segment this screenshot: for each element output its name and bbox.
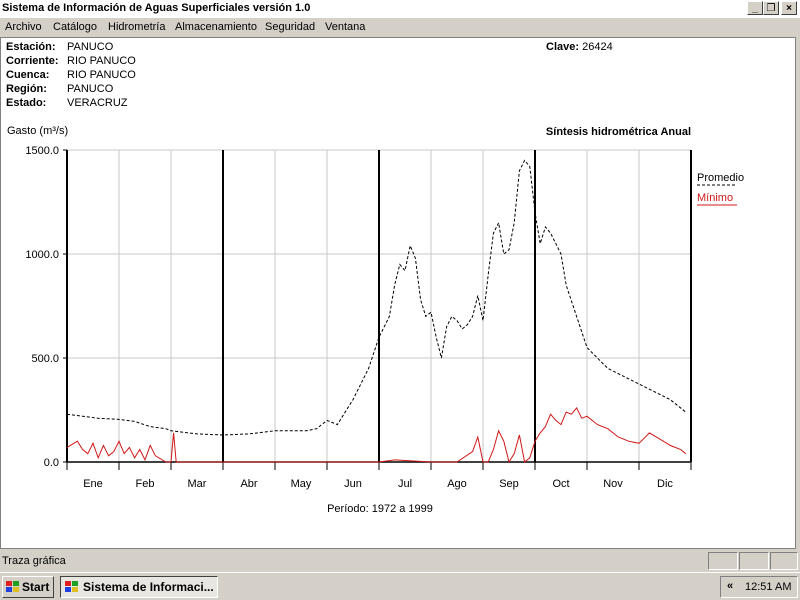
menu-catalogo[interactable]: Catálogo [53, 21, 98, 33]
series-line [66, 159, 687, 436]
month-label: Mar [188, 478, 207, 490]
restore-button[interactable]: ❐ [763, 1, 779, 15]
cuenca-label: Cuenca: [6, 69, 50, 81]
clave-label: Clave: [546, 41, 580, 53]
menu-hidrometria[interactable]: Hidrometría [108, 21, 166, 33]
start-label: Start [22, 580, 50, 594]
month-label: Nov [603, 478, 623, 490]
station-labels: Estación: Corriente: Cuenca: Región: Est… [6, 40, 59, 110]
menu-archivo[interactable]: Archivo [5, 21, 42, 33]
window-title: Sistema de Información de Aguas Superfic… [2, 2, 311, 14]
status-panel-2 [739, 552, 769, 570]
tray-chevron-icon[interactable]: « [727, 580, 734, 592]
chart-window [0, 37, 796, 549]
system-tray: « 12:51 AM [720, 576, 798, 598]
station-label: Estación: [6, 41, 56, 53]
y-axis-label: Gasto (m³/s) [7, 125, 68, 137]
clave-value: 26424 [582, 41, 613, 53]
station-value: PANUCO [67, 41, 114, 53]
taskbar: Start Sistema de Informaci... « 12:51 AM [0, 572, 800, 600]
estado-label: Estado: [6, 97, 47, 109]
series-line [66, 406, 687, 464]
month-label: May [291, 478, 312, 490]
menu-almacenamiento[interactable]: Almacenamiento [175, 21, 257, 33]
clock: 12:51 AM [745, 581, 792, 593]
status-text: Traza gráfica [2, 555, 66, 567]
legend-label: Promedio [697, 172, 744, 184]
y-tick-label: 1500.0 [25, 145, 59, 157]
month-label: Feb [136, 478, 155, 490]
legend: Promedio Mínimo [697, 172, 744, 206]
legend-label: Mínimo [697, 192, 733, 204]
month-label: Oct [552, 478, 569, 490]
y-tick-label: 500.0 [31, 353, 59, 365]
month-label: Ene [83, 478, 103, 490]
title-bar: Sistema de Información de Aguas Superfic… [0, 0, 800, 18]
app-window-icon [65, 581, 78, 592]
region-value: PANUCO [67, 83, 114, 95]
y-tick-label: 1000.0 [25, 249, 59, 261]
y-tick-label: 0.0 [44, 457, 59, 469]
month-label: Jun [344, 478, 362, 490]
status-bar: Traza gráfica [0, 550, 800, 572]
status-panel-3 [770, 552, 798, 570]
month-label: Ago [447, 478, 467, 490]
close-button[interactable]: × [781, 1, 797, 15]
status-panel-1 [708, 552, 738, 570]
series-lines [66, 159, 687, 464]
chart-heading: Síntesis hidrométrica Anual [546, 126, 691, 138]
station-values: PANUCO RIO PANUCO RIO PANUCO PANUCO VERA… [67, 40, 136, 110]
corriente-label: Corriente: [6, 55, 59, 67]
clave: Clave: 26424 [546, 40, 613, 54]
month-label: Dic [657, 478, 673, 490]
menu-bar: Archivo Catálogo Hidrometría Almacenamie… [0, 18, 800, 37]
y-ticks: 1500.0 1000.0 500.0 0.0 [25, 145, 67, 469]
hydrograph-chart: Gasto (m³/s) Síntesis hidrométrica Anual… [7, 125, 744, 515]
windows-logo-icon [6, 581, 19, 592]
taskbar-item-label: Sistema de Informaci... [83, 580, 214, 594]
taskbar-item-app[interactable]: Sistema de Informaci... [60, 576, 218, 598]
month-label: Sep [499, 478, 519, 490]
start-button[interactable]: Start [2, 576, 54, 598]
month-label: Abr [240, 478, 257, 490]
estado-value: VERACRUZ [67, 97, 128, 109]
grid [66, 149, 692, 463]
menu-seguridad[interactable]: Seguridad [265, 21, 316, 33]
minimize-button[interactable]: _ [747, 1, 763, 15]
cuenca-value: RIO PANUCO [67, 69, 136, 81]
x-ticks: Ene Feb Mar Abr May Jun Jul Ago Sep Oct Nov Dic [66, 462, 692, 490]
month-label: Jul [398, 478, 412, 490]
region-label: Región: [6, 83, 47, 95]
menu-ventana[interactable]: Ventana [325, 21, 366, 33]
period-label: Período: 1972 a 1999 [327, 503, 433, 515]
corriente-value: RIO PANUCO [67, 55, 136, 67]
